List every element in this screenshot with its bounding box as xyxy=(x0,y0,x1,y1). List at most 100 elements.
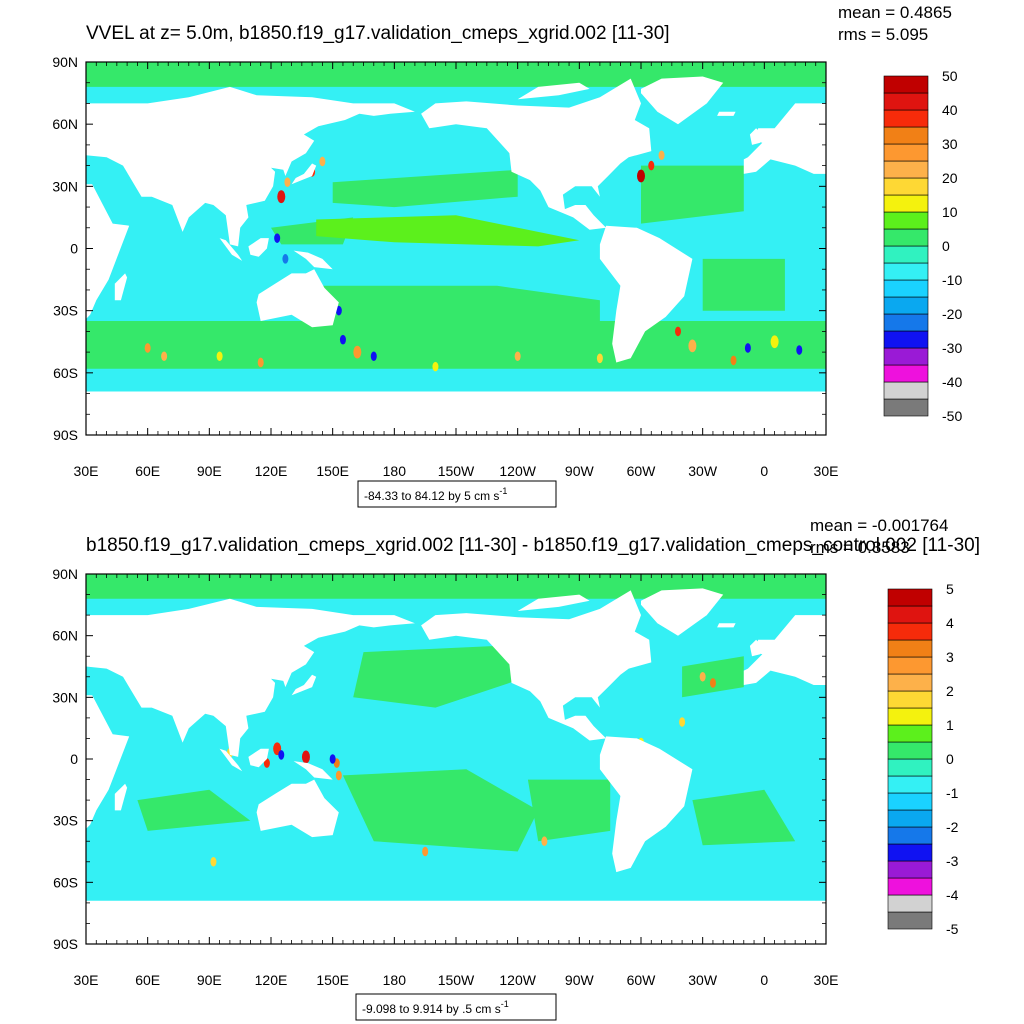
colorbar-label: -40 xyxy=(942,374,962,390)
colorbar-label: -50 xyxy=(942,408,962,424)
colorbar-bin xyxy=(887,605,933,624)
hotspot-9 xyxy=(339,334,346,345)
y-tick-label: 60S xyxy=(53,874,78,890)
hotspot-12 xyxy=(514,351,521,362)
hotspot-2 xyxy=(277,190,286,204)
land-7 xyxy=(517,594,590,611)
ocean-zone-4 xyxy=(137,789,251,831)
panel-bottom-colorbar: 5 4 3 2 1 0 -1 -2 -3 -4 -5 xyxy=(887,581,959,937)
panel-bottom-mean: mean = -0.001764 xyxy=(810,516,948,535)
colorbar-label: -30 xyxy=(942,340,962,356)
x-tick-label: 60E xyxy=(135,463,160,479)
colorbar-bin xyxy=(887,894,933,913)
land-13 xyxy=(293,761,333,780)
colorbar-label: 50 xyxy=(942,68,958,84)
x-tick-label: 150E xyxy=(316,463,349,479)
hotspot-19 xyxy=(688,339,697,353)
panel-bottom-rms: rms = 0.3583 xyxy=(810,538,910,557)
colorbar-label: 30 xyxy=(942,136,958,152)
x-tick-label: 30E xyxy=(814,463,839,479)
land-2 xyxy=(743,615,826,685)
colorbar-bin xyxy=(883,313,929,332)
land-13 xyxy=(293,250,333,270)
colorbar-label: -2 xyxy=(946,819,959,835)
hotspot-9 xyxy=(709,678,716,688)
colorbar-label: 2 xyxy=(946,683,954,699)
colorbar-bin xyxy=(887,707,933,726)
colorbar-label: 5 xyxy=(946,581,954,597)
land-14 xyxy=(749,128,763,145)
hotspot-29 xyxy=(144,343,151,353)
hotspot-13 xyxy=(422,846,429,857)
colorbar-bin xyxy=(883,398,929,417)
colorbar-label: 40 xyxy=(942,102,958,118)
hotspot-7 xyxy=(335,770,342,781)
colorbar-bin xyxy=(883,262,929,281)
panel-bottom-caption: -9.098 to 9.914 by .5 cm s-1 xyxy=(355,993,557,1021)
land-0 xyxy=(86,695,130,829)
colorbar-label: -3 xyxy=(946,853,959,869)
hotspot-2 xyxy=(278,750,285,760)
colorbar-label: 0 xyxy=(942,238,950,254)
panel-top-caption: -84.33 to 84.12 by 5 cm s-1 xyxy=(357,480,557,508)
land-7 xyxy=(517,82,590,100)
y-tick-label: 60S xyxy=(53,365,78,381)
y-tick-label: 90N xyxy=(52,566,78,582)
land-12 xyxy=(291,163,317,185)
y-tick-label: 90N xyxy=(52,54,78,70)
x-tick-label: 150W xyxy=(438,972,475,988)
land-6 xyxy=(641,588,724,636)
hotspot-28 xyxy=(432,361,439,372)
y-tick-label: 30N xyxy=(52,178,78,194)
ocean-zone-1 xyxy=(312,285,600,321)
land-15 xyxy=(717,623,736,628)
colorbar-bin xyxy=(887,656,933,675)
colorbar-label: -5 xyxy=(946,921,959,937)
y-tick-label: 60N xyxy=(52,628,78,644)
colorbar-label: 0 xyxy=(946,751,954,767)
land-11 xyxy=(219,238,243,261)
x-tick-label: 0 xyxy=(760,463,768,479)
panel-top-colorbar: 50 40 30 20 10 0 -10 -20 -30 -40 -50 xyxy=(883,68,962,424)
colorbar-bin xyxy=(887,877,933,896)
panel-bottom: b1850.f19_g17.validation_cmeps_xgrid.002… xyxy=(52,516,980,1021)
x-tick-label: 150E xyxy=(316,972,349,988)
colorbar-label: 10 xyxy=(942,204,958,220)
hotspot-14 xyxy=(648,160,655,171)
colorbar-bin xyxy=(883,381,929,400)
colorbar-bin xyxy=(883,160,929,179)
land-11 xyxy=(219,748,243,772)
panel-bottom-axes: 30E 60E 90E 120E 150E 180 150W 120W 90W 60W 30W 0 30… xyxy=(52,566,838,988)
y-tick-label: 90S xyxy=(53,936,78,952)
colorbar-bin xyxy=(887,673,933,692)
panel-bottom-title: b1850.f19_g17.validation_cmeps_xgrid.002… xyxy=(86,535,980,556)
colorbar-bin xyxy=(883,330,929,349)
panel-top-caption-text: -84.33 to 84.12 by 5 cm s xyxy=(364,489,499,503)
colorbar-bin xyxy=(883,245,929,264)
land-0 xyxy=(86,184,130,319)
ocean-zone-1 xyxy=(342,769,539,852)
hotspot-8 xyxy=(335,305,342,316)
y-tick-label: 0 xyxy=(70,751,78,767)
land-5 xyxy=(256,779,339,838)
panel-top-map xyxy=(86,62,826,435)
x-tick-label: 30E xyxy=(74,972,99,988)
land-9 xyxy=(114,273,128,301)
land-15 xyxy=(717,111,736,116)
x-tick-label: 30W xyxy=(688,463,718,479)
colorbar-bin xyxy=(883,92,929,111)
colorbar-bin xyxy=(883,143,929,162)
ocean-zone-2 xyxy=(332,169,518,208)
colorbar-bin xyxy=(883,75,929,94)
x-tick-label: 120W xyxy=(499,972,536,988)
hotspot-25 xyxy=(257,357,264,368)
land-4 xyxy=(599,736,693,873)
colorbar-bin xyxy=(887,690,933,709)
panel-top-caption-sup: -1 xyxy=(499,486,507,496)
hotspot-5 xyxy=(319,156,326,167)
colorbar-bin xyxy=(887,775,933,794)
y-tick-label: 30S xyxy=(53,303,78,319)
land-5 xyxy=(256,269,339,328)
hotspot-6 xyxy=(329,754,336,764)
x-tick-label: 90W xyxy=(565,972,595,988)
